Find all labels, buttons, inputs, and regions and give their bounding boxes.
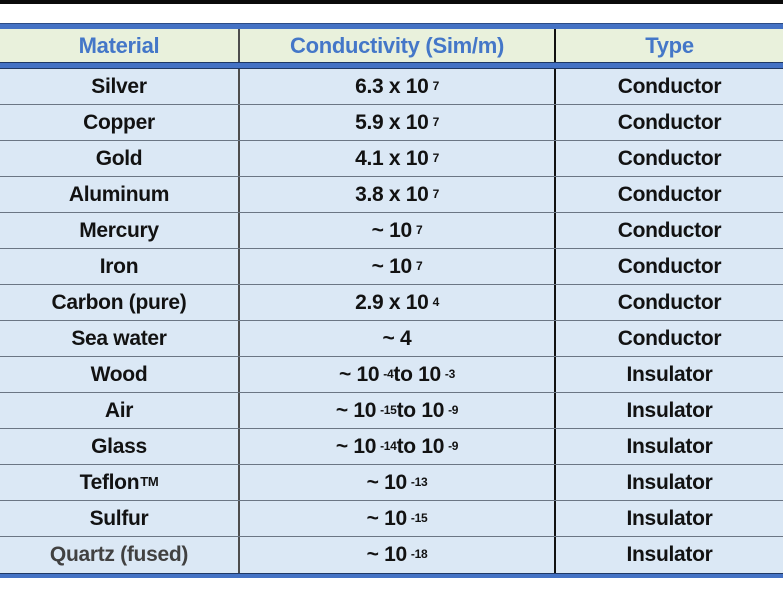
header-row: Material Conductivity (Sim/m) Type [0, 29, 783, 62]
type-cell: Conductor [617, 182, 722, 206]
conductivity-cell: ~ 10 7 [240, 249, 556, 284]
table-row: Wood ~ 10 -4 to 10 -3 Insulator [0, 357, 783, 393]
table-row: Sulfur ~ 10 -15 Insulator [0, 501, 783, 537]
table-row: Aluminum 3.8 x 10 7 Conductor [0, 177, 783, 213]
type-cell: Conductor [617, 218, 722, 242]
table-bottom-border [0, 573, 783, 578]
type-cell: Insulator [626, 470, 713, 494]
conductivity-cell: ~ 10 -14 to 10 -9 [240, 429, 556, 464]
material-cell: Silver [0, 69, 240, 104]
table-row: Air ~ 10 -15 to 10 -9 Insulator [0, 393, 783, 429]
conductivity-table: Material Conductivity (Sim/m) Type Silve… [0, 23, 783, 578]
conductivity-cell: ~ 10 -4 to 10 -3 [240, 357, 556, 392]
header-underline [0, 62, 783, 69]
type-cell: Conductor [617, 74, 722, 98]
material-cell: Sea water [0, 321, 240, 356]
material-cell: Wood [0, 357, 240, 392]
table-row: Gold 4.1 x 10 7 Conductor [0, 141, 783, 177]
table-row: Carbon (pure) 2.9 x 10 4 Conductor [0, 285, 783, 321]
table-row: Iron ~ 10 7 Conductor [0, 249, 783, 285]
conductivity-cell: ~ 10 -18 [240, 537, 556, 573]
material-cell: Gold [0, 141, 240, 176]
type-cell: Conductor [617, 326, 722, 350]
material-cell: Iron [0, 249, 240, 284]
material-cell: Copper [0, 105, 240, 140]
conductivity-cell: 4.1 x 10 7 [240, 141, 556, 176]
material-cell: Sulfur [0, 501, 240, 536]
material-cell: Aluminum [0, 177, 240, 212]
material-cell: Carbon (pure) [0, 285, 240, 320]
type-cell: Insulator [626, 362, 713, 386]
conductivity-cell: ~ 10 -15 to 10 -9 [240, 393, 556, 428]
conductivity-cell: 5.9 x 10 7 [240, 105, 556, 140]
type-cell: Insulator [626, 543, 713, 566]
conductivity-cell: ~ 10 -13 [240, 465, 556, 500]
material-cell: Mercury [0, 213, 240, 248]
type-cell: Insulator [626, 434, 713, 458]
type-cell: Conductor [617, 110, 722, 134]
type-cell: Insulator [626, 398, 713, 422]
conductivity-cell: 2.9 x 10 4 [240, 285, 556, 320]
column-header-type: Type [645, 32, 694, 58]
table-row: Mercury ~ 10 7 Conductor [0, 213, 783, 249]
table-row: Glass ~ 10 -14 to 10 -9 Insulator [0, 429, 783, 465]
table-body: Silver 6.3 x 10 7 Conductor Copper 5.9 x 10 7 C… [0, 69, 783, 573]
material-cell: Air [0, 393, 240, 428]
table-top-border [0, 23, 783, 29]
type-cell: Conductor [617, 290, 722, 314]
top-spacer [0, 4, 783, 23]
conductivity-cell: ~ 10 -15 [240, 501, 556, 536]
table-row: Silver 6.3 x 10 7 Conductor [0, 69, 783, 105]
table-row: Copper 5.9 x 10 7 Conductor [0, 105, 783, 141]
top-rule [0, 0, 783, 4]
type-cell: Insulator [626, 506, 713, 530]
conductivity-cell: 6.3 x 10 7 [240, 69, 556, 104]
type-cell: Conductor [617, 254, 722, 278]
column-header-material: Material [0, 29, 240, 62]
conductivity-cell: ~ 4 [240, 321, 556, 356]
conductivity-cell: ~ 10 7 [240, 213, 556, 248]
material-cell: Quartz (fused) [0, 537, 240, 573]
column-header-conductivity: Conductivity (Sim/m) [240, 29, 556, 62]
material-cell: Teflon TM [0, 465, 240, 500]
type-cell: Conductor [617, 146, 722, 170]
table-row: Teflon TM ~ 10 -13 Insulator [0, 465, 783, 501]
material-cell: Glass [0, 429, 240, 464]
table-row: Sea water ~ 4 Conductor [0, 321, 783, 357]
conductivity-cell: 3.8 x 10 7 [240, 177, 556, 212]
table-row: Quartz (fused) ~ 10 -18 Insulator [0, 537, 783, 573]
